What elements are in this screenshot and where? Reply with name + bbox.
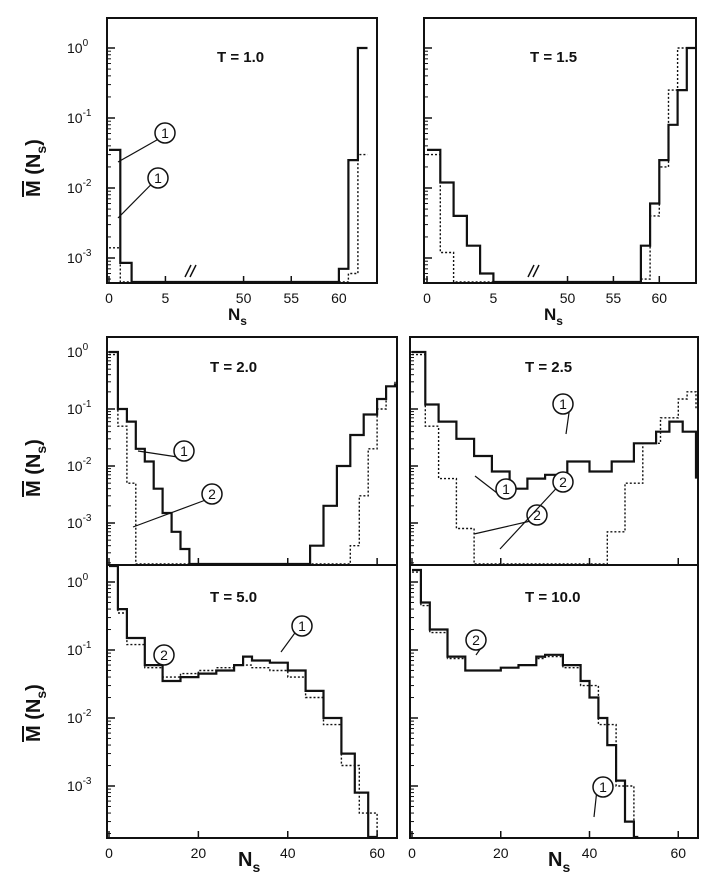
y-tick-label: 10-1 bbox=[67, 108, 92, 126]
panel-title: T = 5.0 bbox=[210, 589, 257, 606]
y-tick-label: 10-1 bbox=[67, 399, 92, 417]
panel-title: T = 1.0 bbox=[217, 49, 264, 66]
panel-title: T = 2.0 bbox=[210, 359, 257, 376]
svg-text:2: 2 bbox=[208, 486, 216, 502]
x-axis-label-p1: Ns bbox=[228, 305, 247, 328]
x-tick-label: 60 bbox=[331, 290, 347, 306]
svg-text:1: 1 bbox=[154, 170, 162, 186]
y-tick-label: 100 bbox=[67, 572, 89, 590]
series-2-line bbox=[109, 153, 368, 283]
y-axis-label-mid: M (Ns) bbox=[22, 439, 49, 497]
callout-1: 1 bbox=[474, 475, 517, 500]
x-tick-label: 60 bbox=[652, 290, 668, 306]
series-2-line bbox=[109, 565, 378, 837]
x-tick-label: 20 bbox=[493, 845, 509, 861]
x-tick-label: 50 bbox=[236, 290, 252, 306]
axis-break bbox=[184, 264, 197, 278]
series-2-line bbox=[412, 571, 639, 838]
svg-text:2: 2 bbox=[559, 474, 567, 490]
y-tick-label: 10-1 bbox=[67, 640, 92, 658]
callout-2: 2 bbox=[499, 471, 574, 550]
x-tick-label: 0 bbox=[105, 290, 113, 306]
y-tick-label: 10-3 bbox=[67, 513, 92, 531]
callout-1: 1 bbox=[280, 615, 313, 653]
y-tick-label: 100 bbox=[67, 38, 89, 56]
x-tick-label: 55 bbox=[606, 290, 622, 306]
svg-text:M (Ns): M (Ns) bbox=[23, 684, 49, 742]
curve-callouts: 1 1 1 2 1 2 1 2 1 2 1 2 bbox=[117, 122, 614, 818]
series-1-line bbox=[109, 350, 397, 566]
panel-frame bbox=[106, 564, 398, 839]
svg-text:1: 1 bbox=[559, 396, 567, 412]
panel-title: T = 1.5 bbox=[530, 49, 577, 66]
panel-title: T = 2.5 bbox=[525, 359, 572, 376]
x-tick-label: 5 bbox=[162, 290, 170, 306]
x-tick-label: 50 bbox=[560, 290, 576, 306]
callout-1: 1 bbox=[117, 122, 176, 163]
x-tick-label: 60 bbox=[670, 845, 686, 861]
y-tick-label: 100 bbox=[67, 342, 89, 360]
panel-t15: T = 1.5 0 5 50 55 60 bbox=[423, 17, 697, 306]
callout-2: 2 bbox=[465, 629, 487, 656]
y-tick-label: 10-2 bbox=[67, 178, 92, 196]
callout-2: 1 bbox=[117, 167, 169, 219]
callout-2: 2 bbox=[153, 644, 175, 666]
svg-text:1: 1 bbox=[599, 779, 607, 795]
y-tick-label: 10-3 bbox=[67, 776, 92, 794]
series-2-line bbox=[109, 353, 396, 565]
svg-text:1: 1 bbox=[180, 443, 188, 459]
y-tick-label: 10-3 bbox=[67, 248, 92, 266]
svg-text:M (Ns): M (Ns) bbox=[23, 139, 49, 197]
y-axis-label-bottom: M (Ns) bbox=[22, 684, 49, 742]
panel-t10: T = 10.0 0 20 40 60 bbox=[408, 564, 699, 861]
panel-frame bbox=[409, 564, 699, 839]
svg-text:2: 2 bbox=[472, 632, 480, 648]
callout-1: 1 bbox=[137, 440, 195, 462]
callout-1: 1 bbox=[592, 776, 614, 818]
panel-t2: T = 2.0 100 10-1 10-2 10-3 bbox=[67, 336, 398, 566]
x-tick-label: 0 bbox=[423, 290, 431, 306]
series-2-line bbox=[412, 353, 697, 565]
x-tick-label: 20 bbox=[191, 845, 207, 861]
x-tick-label: 5 bbox=[490, 290, 498, 306]
x-tick-label: 0 bbox=[105, 845, 113, 861]
x-axis-label-p5: Ns bbox=[238, 849, 260, 872]
svg-text:2: 2 bbox=[160, 647, 168, 663]
panel-t5: T = 5.0 100 10-1 10-2 10-3 0 20 40 60 bbox=[67, 564, 398, 861]
callout-2: 2 bbox=[473, 504, 548, 535]
svg-text:1: 1 bbox=[161, 125, 169, 141]
series-1-line bbox=[412, 350, 698, 490]
callout-2: 2 bbox=[132, 483, 223, 528]
svg-text:1: 1 bbox=[502, 481, 510, 497]
x-axis-label-p6: Ns bbox=[548, 849, 570, 872]
series-1-line bbox=[109, 564, 378, 839]
x-axis-label-p2: Ns bbox=[544, 305, 563, 328]
series-1-line bbox=[109, 46, 368, 284]
svg-text:1: 1 bbox=[298, 618, 306, 634]
axis-break bbox=[527, 264, 540, 278]
x-tick-label: 0 bbox=[408, 845, 416, 861]
panel-t1: T = 1.0 100 10-1 10-2 10-3 0 5 50 55 60 bbox=[67, 17, 378, 306]
panel-title: T = 10.0 bbox=[525, 589, 580, 606]
x-tick-label: 40 bbox=[280, 845, 296, 861]
series-2-line bbox=[427, 47, 687, 283]
x-tick-label: 40 bbox=[582, 845, 598, 861]
x-tick-label: 55 bbox=[283, 290, 299, 306]
y-axis-label-top: M (Ns) bbox=[22, 139, 49, 197]
svg-text:2: 2 bbox=[533, 507, 541, 523]
y-tick-label: 10-2 bbox=[67, 456, 92, 474]
svg-text:M (Ns): M (Ns) bbox=[23, 439, 49, 497]
series-1-line bbox=[427, 46, 696, 284]
x-tick-label: 60 bbox=[369, 845, 385, 861]
callout-1: 1 bbox=[552, 393, 574, 435]
y-tick-label: 10-2 bbox=[67, 708, 92, 726]
panel-t25: T = 2.5 bbox=[409, 336, 699, 566]
